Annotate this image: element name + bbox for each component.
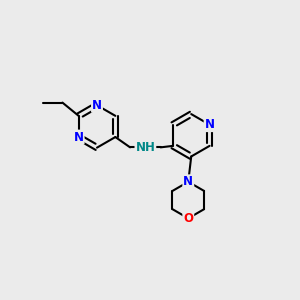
Text: N: N xyxy=(205,118,214,131)
Text: NH: NH xyxy=(136,141,155,154)
Text: N: N xyxy=(92,99,102,112)
Text: N: N xyxy=(74,130,84,143)
Text: N: N xyxy=(183,175,193,188)
Text: O: O xyxy=(183,212,193,225)
